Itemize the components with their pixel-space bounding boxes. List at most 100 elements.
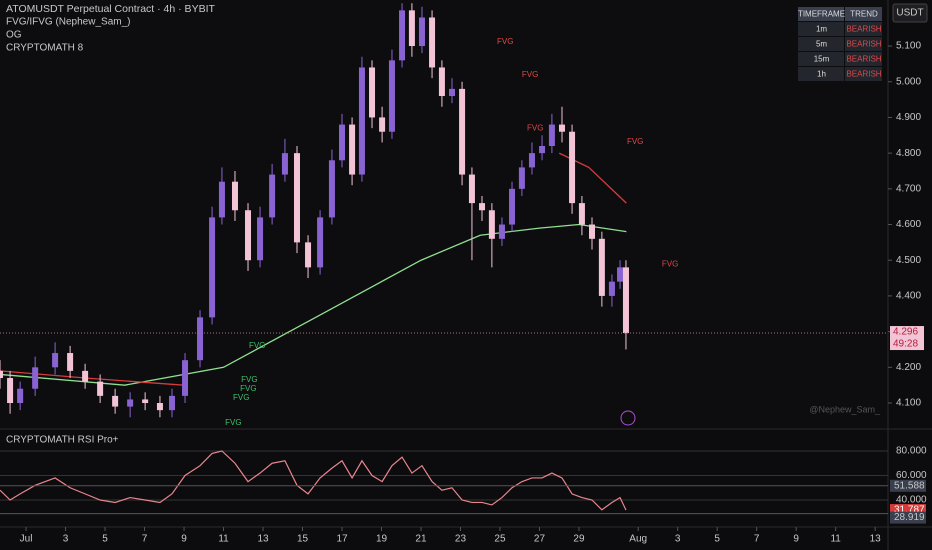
x-tick-label: 3 [675,534,681,545]
table-header: TREND [850,10,878,19]
candle-body [231,181,238,211]
table-cell [845,67,882,81]
table-cell-text: BEARISH [846,25,881,34]
fvg-label: FVG [662,259,678,268]
y-tick-label: 4.800 [896,148,921,159]
candle-body [498,224,505,239]
x-tick-label: 11 [218,534,229,545]
alert-icon[interactable] [620,410,636,426]
candle-body [32,367,39,389]
candle-body [339,124,346,161]
candle-body [168,395,175,411]
x-tick-label: 15 [297,534,309,545]
candle-body [7,378,14,404]
table-cell [798,37,844,51]
table-cell-text: 5m [816,40,827,49]
table-cell [798,22,844,36]
table-cell [845,37,882,51]
candle-body [617,267,624,282]
candle-body [448,88,455,97]
candle-body [569,131,576,204]
y-tick-label: 5.100 [896,41,921,52]
table-cell [798,67,844,81]
candle-body [17,388,24,404]
candle-body [408,10,415,47]
rsi-level-label: 51.588 [894,480,925,491]
fvg-label: FVG [522,70,538,79]
rsi-title: CRYPTOMATH RSI Pro+ [6,435,119,446]
candle-body [305,242,312,268]
candle-body [317,217,324,268]
candle-body [578,203,585,225]
x-tick-label: 17 [336,534,348,545]
x-tick-label: 5 [102,534,108,545]
candle-body [479,203,486,211]
y-tick-label: 4.500 [896,255,921,266]
candle-body [418,17,425,47]
candle-body [67,353,74,371]
fvg-label: FVG [233,393,249,402]
candle-body [281,153,288,175]
table-header-cell [845,7,882,21]
y-tick-label: 4.200 [896,362,921,373]
candle-body [269,174,276,218]
y-tick-label: 4.600 [896,219,921,230]
candle-body [245,210,252,261]
table-cell-text: 1h [817,70,826,79]
candle-body [438,67,445,97]
moving-average [0,223,627,386]
currency-button[interactable] [892,3,928,23]
rsi-level-label: 28.919 [894,512,925,523]
last-price-box [890,326,924,351]
candle-body [399,10,406,61]
currency-button-label[interactable]: USDT [896,8,923,19]
x-tick-label: 9 [181,534,187,545]
table-cell [798,52,844,66]
candle-body [388,60,395,132]
x-tick-label: 7 [142,534,148,545]
candle-body [548,124,555,146]
candle-body [112,395,119,407]
candle-body [369,67,376,118]
candle-body [459,88,466,175]
candle-body [379,117,386,132]
candle-body [182,360,189,396]
fvg-label: FVG [225,418,241,427]
price-pane [0,0,888,428]
candle-body [156,403,163,411]
x-tick-label: 7 [754,534,760,545]
candle-body [218,181,225,218]
x-tick-label: 5 [714,534,720,545]
table-cell-text: BEARISH [846,55,881,64]
candle-body [293,153,300,243]
y-tick-label: 4.400 [896,291,921,302]
table-cell [845,22,882,36]
rsi-tick-label: 80.000 [896,446,927,457]
candle-body [528,153,535,168]
candle-body [97,381,104,396]
x-tick-label: Jul [20,534,33,545]
table-header: TIMEFRAME [798,10,845,19]
candle-body [518,167,525,189]
candle-body [468,174,475,204]
candle-body [197,317,204,361]
table-cell [845,52,882,66]
rsi-value-label: 31.787 [894,505,925,516]
rsi-level-box [890,511,926,524]
x-tick-label: 23 [455,534,467,545]
candle-body [598,238,605,296]
rsi-tick-label: 40.000 [896,495,927,506]
candle-body [0,370,3,379]
indicator-label: OG [6,30,22,41]
candle-body [539,145,546,154]
candle-body [509,188,516,225]
rsi-line [0,450,627,511]
watermark: @Nephew_Sam_ [809,404,881,414]
last-price-label: 4.296 [893,327,918,338]
candle-body [488,210,495,239]
candle-body [209,217,216,318]
table-cell-text: BEARISH [846,70,881,79]
candle-body [429,17,436,68]
x-tick-label: 29 [573,534,585,545]
